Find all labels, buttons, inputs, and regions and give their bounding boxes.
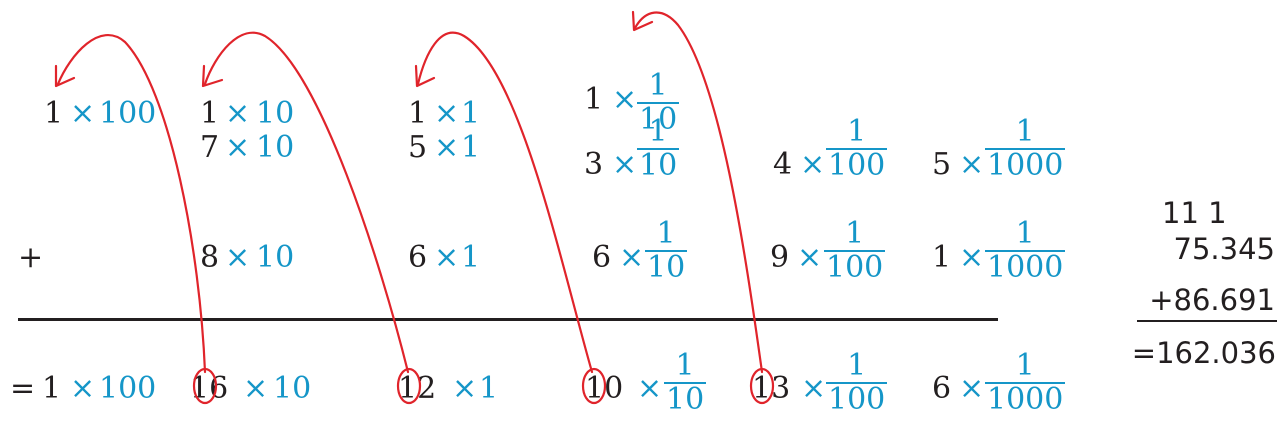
addend2-tenths-times: × [619, 240, 645, 275]
carry-arrow-tens-to-hundreds [56, 34, 207, 374]
result-hundredths-times: × [801, 371, 827, 406]
column-addend-1: 75.345 [1173, 232, 1275, 266]
column-sum-line [1137, 320, 1277, 322]
addend1-tenths-times: × [612, 147, 638, 182]
result-tenths-fraction: 1 10 [664, 348, 707, 417]
carry-tenths-coef: 1 [584, 82, 604, 117]
carry-tenths-times: × [612, 82, 638, 117]
result-thousandths-fraction: 1 1000 [985, 348, 1066, 417]
carry-hundreds-coef: 1 [44, 96, 64, 131]
carry-hundreds-base: 100 [99, 96, 157, 131]
result-thousandths-times: × [959, 371, 985, 406]
carry-ones-base: 1 [461, 96, 481, 131]
carry-tens-base: 10 [256, 96, 295, 131]
addend2-thousandths-times: × [959, 240, 985, 275]
addend1-thousandths-times: × [959, 147, 985, 182]
result-hundreds-base: 100 [99, 371, 157, 406]
carry-arrowhead-tens [201, 64, 224, 88]
carry-ones-coef: 1 [408, 96, 428, 131]
circle-tens-carry-digit [192, 367, 218, 405]
plus-sign: + [18, 240, 44, 275]
sum-line [18, 318, 998, 321]
addend2-ones-coef: 6 [408, 240, 428, 275]
addend2-tens-base: 10 [256, 240, 295, 275]
addend2-hundredths-coef: 9 [770, 240, 790, 275]
addend1-ones-base: 1 [461, 130, 481, 165]
addend1-hundredths-fraction: 1 100 [826, 114, 888, 183]
addend1-tenths-coef: 3 [584, 147, 604, 182]
circle-hundredths-carry-digit [749, 367, 775, 405]
addend2-thousandths-coef: 1 [932, 240, 952, 275]
addend2-thousandths-fraction: 1 1000 [985, 216, 1066, 285]
addend1-hundredths-coef: 4 [773, 147, 793, 182]
result-tens-base: 10 [273, 371, 312, 406]
carry-tenths-fraction: 1 10 [637, 68, 680, 137]
addend1-thousandths-fraction: 1 1000 [985, 114, 1066, 183]
result-ones-times: × [452, 371, 478, 406]
column-result: =162.036 [1131, 336, 1276, 370]
addend1-tenths-fraction: 1 10 [637, 114, 680, 183]
addend2-tens-times: × [225, 240, 251, 275]
addend1-ones-times: × [434, 130, 460, 165]
result-tens-times: × [243, 371, 269, 406]
carry-hundreds-times: × [70, 96, 96, 131]
addend1-thousandths-coef: 5 [932, 147, 952, 182]
addend1-tens-times: × [225, 130, 251, 165]
carry-arrowhead-ones [414, 64, 436, 88]
column-carries: 11 1 [1162, 196, 1227, 230]
addend1-ones-coef: 5 [408, 130, 428, 165]
addend2-tenths-fraction: 1 10 [645, 216, 688, 285]
addend2-hundredths-times: × [797, 240, 823, 275]
addend1-hundredths-times: × [800, 147, 826, 182]
addend1-tens-coef: 7 [200, 130, 220, 165]
result-ones-base: 1 [479, 371, 499, 406]
addend1-tens-base: 10 [256, 130, 295, 165]
addend2-hundredths-fraction: 1 100 [824, 216, 886, 285]
result-hundreds-times: × [70, 371, 96, 406]
carry-arrow-tenths-to-ones [416, 31, 594, 374]
carry-arrowhead-hundreds [54, 64, 76, 88]
carry-arrow-hundredths-to-tenths [633, 11, 764, 374]
addend2-ones-times: × [434, 240, 460, 275]
carry-arrow-group [54, 10, 775, 405]
carry-ones-times: × [434, 96, 460, 131]
result-hundreds-coef: 1 [42, 371, 62, 406]
carry-arrowhead-tenths [631, 10, 654, 32]
result-thousandths-coef: 6 [932, 371, 952, 406]
result-hundredths-fraction: 1 100 [826, 348, 888, 417]
equals-sign: = [10, 371, 36, 406]
carry-tens-coef: 1 [200, 96, 220, 131]
result-tenths-times: × [637, 371, 663, 406]
addend2-tenths-coef: 6 [592, 240, 612, 275]
addend2-tens-coef: 8 [200, 240, 220, 275]
addend2-ones-base: 1 [461, 240, 481, 275]
carry-arrow-ones-to-tens [203, 31, 410, 374]
circle-ones-carry-digit [396, 367, 422, 405]
carry-tens-times: × [225, 96, 251, 131]
circle-tenths-carry-digit [581, 367, 607, 405]
column-addend-2: +86.691 [1149, 283, 1275, 317]
result-ones-coef: 12 [398, 371, 437, 406]
